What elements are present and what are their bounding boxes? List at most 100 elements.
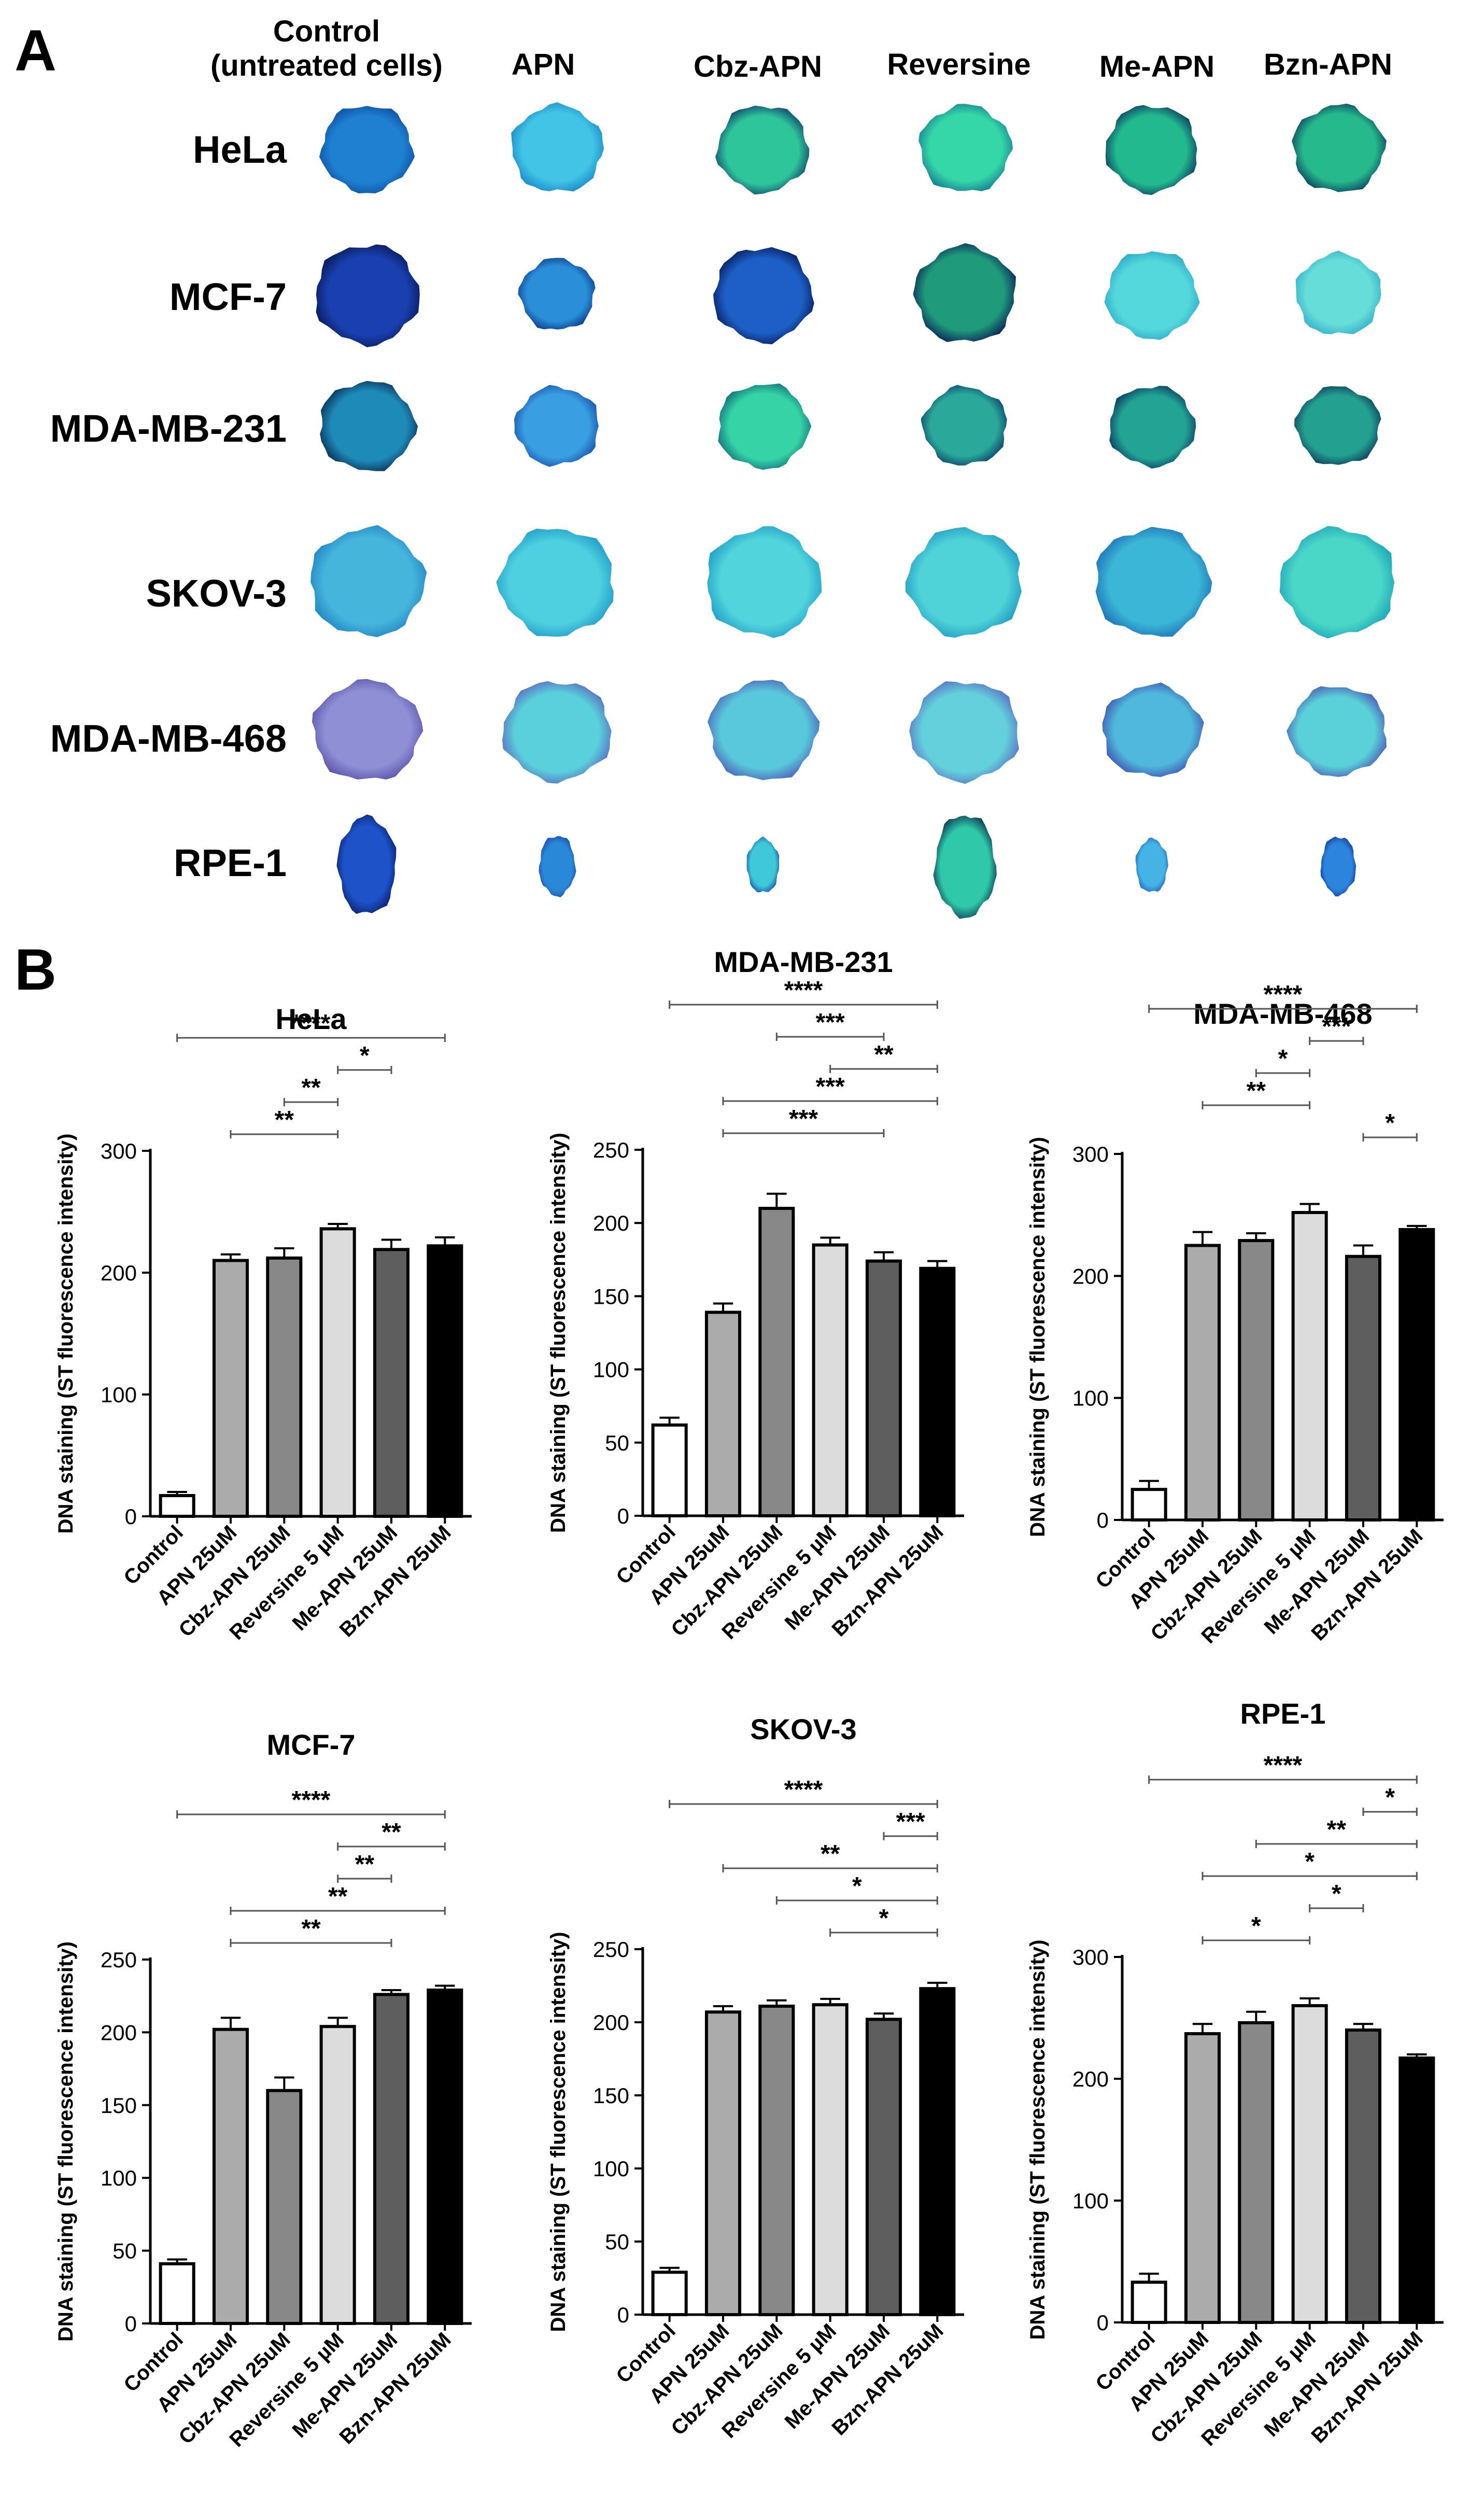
significance-label: *** <box>1322 1013 1351 1040</box>
colony-spot-mcf-7-cbz <box>713 247 814 345</box>
significance-label: * <box>852 1872 862 1900</box>
bar-hela-2 <box>266 1256 303 1518</box>
row-label-skov3: SKOV-3 <box>146 572 287 615</box>
y-tick-label: 50 <box>112 2239 137 2263</box>
colony-spot-mcf-7-bzn <box>1295 250 1381 334</box>
chart-title-mda-mb-468: MDA-MB-468 <box>1193 997 1372 1030</box>
colony-spot-mcf-7-control <box>316 244 420 347</box>
y-tick-label: 200 <box>1072 1264 1109 1288</box>
bar-mda-mb-231-0 <box>651 1423 688 1517</box>
panel-b-letter: B <box>15 937 56 1002</box>
bar-hela-5 <box>427 1244 463 1518</box>
colony-spot-mda-mb-231-bzn <box>1294 386 1381 465</box>
colony-spot-hela-control <box>319 106 415 193</box>
colony-spot-skov-3-me <box>1095 527 1212 637</box>
bar-hela-0 <box>159 1494 195 1518</box>
colony-spot-rpe-1-rev <box>933 815 997 919</box>
y-tick-label: 100 <box>101 2166 137 2190</box>
y-axis-label: DNA staining (ST fluorescence intensity) <box>1026 1137 1049 1537</box>
significance-label: ** <box>301 1915 321 1942</box>
col-header-me-apn: Me-APN <box>1099 50 1215 83</box>
bar-rpe-1-2 <box>1238 2021 1275 2324</box>
colony-spot-skov-3-cbz <box>707 526 822 638</box>
colony-spot-mda-mb-468-control <box>312 679 423 780</box>
chart-title-rpe-1: RPE-1 <box>1240 1697 1326 1730</box>
chart-title-skov-3: SKOV-3 <box>750 1713 856 1745</box>
bar-mcf-7-3 <box>319 2025 356 2325</box>
col-header-apn: APN <box>511 48 575 81</box>
colony-spot-mda-mb-231-control <box>320 381 418 471</box>
significance-label: ** <box>275 1106 294 1134</box>
y-tick-label: 100 <box>1072 2189 1109 2213</box>
colony-spot-hela-bzn <box>1292 103 1387 192</box>
bar-mda-mb-468-0 <box>1130 1488 1167 1522</box>
y-tick-label: 0 <box>1097 1508 1109 1532</box>
bar-mcf-7-2 <box>266 2089 303 2325</box>
row-label-hela: HeLa <box>193 128 287 171</box>
bar-mda-mb-231-1 <box>704 1311 742 1517</box>
y-tick-label: 0 <box>1097 2310 1109 2335</box>
colony-spot-mda-mb-231-apn <box>514 385 599 467</box>
bar-mcf-7-5 <box>427 1988 463 2325</box>
colony-spot-mda-mb-231-me <box>1109 386 1196 469</box>
y-tick-label: 250 <box>593 1138 629 1162</box>
y-tick-label: 150 <box>593 2083 629 2108</box>
bar-mcf-7-0 <box>159 2262 195 2325</box>
colony-grid <box>310 102 1395 919</box>
y-tick-label: 0 <box>125 1504 137 1529</box>
y-tick-label: 250 <box>593 1937 629 1962</box>
significance-label: * <box>360 1042 370 1069</box>
significance-label: * <box>1251 1912 1261 1940</box>
row-label-rpe1: RPE-1 <box>174 841 287 884</box>
colony-spot-mda-mb-468-bzn <box>1287 686 1387 777</box>
y-tick-label: 200 <box>101 2020 137 2045</box>
bar-mda-mb-468-2 <box>1238 1239 1275 1521</box>
chart-title-mcf-7: MCF-7 <box>266 1728 355 1761</box>
chart-mda-mb-468: MDA-MB-468 0 100 200 300 DNA staining (ST flu… <box>1026 981 1444 1648</box>
significance-label: **** <box>1264 1752 1303 1779</box>
y-tick-label: 0 <box>617 1504 629 1528</box>
bar-mda-mb-231-3 <box>812 1243 849 1517</box>
colony-spot-rpe-1-me <box>1135 837 1168 892</box>
y-tick-label: 100 <box>593 1358 629 1382</box>
y-tick-label: 200 <box>593 1211 629 1235</box>
chart-title-mda-mb-231: MDA-MB-231 <box>714 946 893 978</box>
chart-title-hela: HeLa <box>276 1003 347 1035</box>
significance-label: *** <box>816 1009 845 1036</box>
y-tick-label: 0 <box>125 2312 137 2336</box>
bar-rpe-1-4 <box>1345 2028 1382 2324</box>
panel-a-letter: A <box>15 18 56 83</box>
y-tick-label: 0 <box>617 2303 629 2327</box>
bar-mda-mb-231-4 <box>865 1259 902 1518</box>
colony-spot-hela-rev <box>918 104 1013 191</box>
significance-label: ** <box>1327 1816 1347 1843</box>
bar-skov-3-4 <box>865 2018 902 2316</box>
colony-spot-mcf-7-apn <box>518 258 596 330</box>
y-tick-label: 100 <box>1072 1386 1109 1411</box>
y-axis-label: DNA staining (ST fluorescence intensity) <box>547 1932 570 2332</box>
chart-skov-3: SKOV-3 0 50 100 150 200 250 DNA staining (ST fl… <box>547 1713 964 2443</box>
colony-spot-skov-3-bzn <box>1279 526 1395 639</box>
significance-label: ** <box>355 1851 375 1878</box>
chart-mda-mb-231: MDA-MB-231 0 50 100 150 200 250 DNA staining (S… <box>547 946 964 1644</box>
colony-spot-mda-mb-468-apn <box>502 681 612 784</box>
bar-hela-4 <box>373 1248 410 1518</box>
significance-label: **** <box>784 1776 823 1803</box>
significance-label: * <box>1385 1109 1395 1137</box>
colony-spot-skov-3-apn <box>496 528 614 637</box>
bar-skov-3-3 <box>812 2003 849 2316</box>
significance-label: ** <box>381 1819 401 1846</box>
bar-hela-1 <box>212 1259 249 1518</box>
bar-rpe-1-0 <box>1130 2280 1167 2324</box>
colony-spot-hela-cbz <box>715 105 810 195</box>
bar-mda-mb-231-2 <box>758 1206 795 1517</box>
y-tick-label: 50 <box>605 2230 629 2254</box>
y-tick-label: 150 <box>593 1284 629 1308</box>
y-tick-label: 200 <box>101 1261 137 1285</box>
col-header-reversine: Reversine <box>887 48 1031 81</box>
bar-rpe-1-5 <box>1398 2056 1435 2324</box>
colony-spot-hela-apn <box>511 102 604 192</box>
significance-label: **** <box>292 1010 331 1037</box>
colony-spot-mcf-7-rev <box>913 243 1016 342</box>
col-header-cbz-apn: Cbz-APN <box>693 50 823 83</box>
